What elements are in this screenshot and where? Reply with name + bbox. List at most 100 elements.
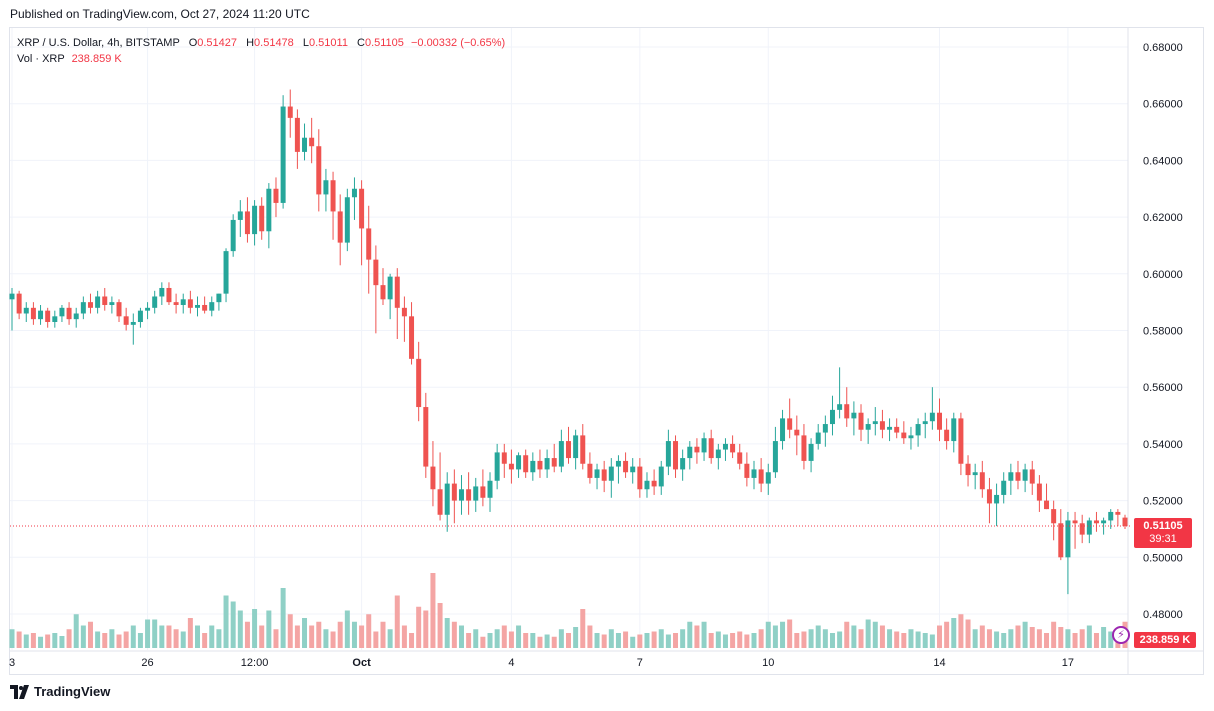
lightning-icon[interactable]: ⚡ (1112, 626, 1130, 644)
volume-bar (423, 610, 429, 648)
candle-body (1065, 520, 1071, 558)
last-price-value: 0.51105 (1143, 520, 1183, 532)
volume-bar (623, 631, 629, 648)
candle-body (722, 443, 728, 450)
candle-body (266, 188, 272, 232)
candle-body (558, 441, 564, 467)
candle-body (665, 441, 671, 467)
y-tick-label: 0.56000 (1143, 382, 1183, 394)
candle-body (879, 421, 885, 430)
candle-body (30, 307, 36, 320)
volume-bar (951, 618, 957, 648)
volume-bar (608, 629, 614, 648)
candle-body (901, 432, 907, 439)
y-tick-label: 0.68000 (1143, 42, 1183, 54)
volume-bar (922, 633, 928, 648)
volume-bar (658, 629, 664, 648)
volume-label[interactable]: Vol · XRP (17, 53, 65, 65)
volume-bar (444, 618, 450, 648)
footer-brand[interactable]: TradingView (10, 684, 110, 699)
volume-bar (195, 625, 200, 648)
volume-bar (266, 610, 272, 648)
candle-body (808, 443, 814, 461)
volume-bar (173, 629, 179, 648)
volume-bar (87, 621, 93, 648)
volume-bar (501, 625, 507, 648)
candle-body (872, 421, 878, 425)
candle-body (66, 307, 72, 320)
volume-bar (409, 633, 415, 648)
candle-body (994, 494, 1000, 504)
volume-value: 238.859 K (71, 53, 122, 65)
volume-bar (480, 636, 486, 648)
volume-bar (808, 629, 814, 648)
candle-body (601, 469, 607, 481)
symbol-title[interactable]: XRP / U.S. Dollar, 4h, BITSTAMP (17, 37, 180, 49)
candle-body (772, 441, 778, 473)
candle-body (458, 489, 464, 501)
volume-bar (794, 633, 800, 648)
candle-body (494, 452, 500, 481)
x-tick-label: 12:00 (241, 657, 269, 669)
candle-body (1036, 483, 1042, 501)
volume-bar (430, 573, 436, 648)
volume-bar (879, 625, 885, 648)
volume-bar (780, 621, 786, 648)
candle-body (473, 486, 479, 501)
candle-body (187, 299, 193, 308)
candle-body (202, 304, 208, 311)
volume-bar (765, 621, 771, 648)
volume-bar (252, 609, 258, 648)
candle-body (508, 463, 514, 470)
candle-body (758, 469, 764, 484)
volume-bar (537, 636, 543, 648)
volume-bar (152, 619, 158, 648)
last-price-badge: 0.51105 39:31 (1134, 518, 1192, 548)
candle-body (1008, 472, 1014, 481)
candle-body (765, 472, 771, 484)
volume-bar (508, 631, 514, 648)
candle-body (323, 180, 329, 195)
volume-bar (244, 621, 250, 648)
candle-body (173, 302, 179, 305)
candle-body (851, 412, 857, 419)
volume-bar (187, 618, 193, 648)
candle-body (116, 302, 122, 317)
candle-body (287, 106, 293, 118)
volume-bar (887, 629, 893, 648)
candle-body (929, 412, 935, 422)
volume-bar (708, 633, 714, 648)
candle-body (979, 472, 985, 490)
volume-bar (316, 621, 322, 648)
volume-bar (994, 631, 1000, 648)
volume-bar (123, 631, 129, 648)
candle-body (687, 446, 693, 459)
volume-bar (351, 621, 357, 648)
volume-bar (451, 621, 457, 648)
candle-body (1108, 511, 1114, 521)
candle-body (316, 146, 322, 195)
volume-bar (273, 629, 279, 648)
y-tick-label: 0.64000 (1143, 155, 1183, 167)
candle-body (644, 480, 650, 490)
candle-body (651, 480, 657, 487)
volume-bar (837, 631, 843, 648)
y-tick-label: 0.54000 (1143, 439, 1183, 451)
candle-body (145, 307, 151, 311)
volume-bar (530, 633, 536, 648)
candle-body (730, 443, 736, 453)
volume-bar (630, 636, 636, 648)
volume-bar (473, 629, 479, 648)
candle-body (152, 296, 158, 308)
candle-body (216, 293, 222, 303)
candle-body (252, 205, 258, 235)
candle-body (16, 293, 22, 314)
candle-body (965, 463, 971, 476)
volume-bar (687, 621, 693, 648)
candle-body (273, 188, 279, 203)
candle-body (466, 489, 472, 501)
candle-body (1122, 517, 1128, 527)
candle-body (829, 409, 835, 425)
open-label: O (188, 37, 198, 49)
